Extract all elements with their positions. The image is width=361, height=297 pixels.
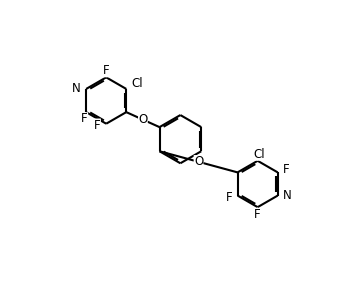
Text: F: F xyxy=(94,119,101,132)
Text: F: F xyxy=(81,113,88,125)
Text: Cl: Cl xyxy=(131,77,143,90)
Text: O: O xyxy=(138,113,148,126)
Text: O: O xyxy=(194,155,203,168)
Text: F: F xyxy=(283,163,290,176)
Text: F: F xyxy=(103,64,109,77)
Text: N: N xyxy=(72,83,81,95)
Text: N: N xyxy=(283,189,292,202)
Text: F: F xyxy=(255,208,261,221)
Text: F: F xyxy=(225,191,232,204)
Text: Cl: Cl xyxy=(253,148,265,160)
